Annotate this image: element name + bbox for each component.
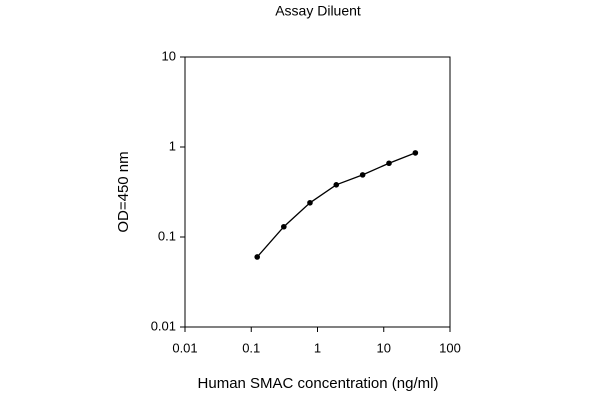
y-tick-label: 0.01	[151, 318, 176, 333]
data-point	[281, 223, 287, 230]
x-tick-label: 0.01	[172, 340, 197, 355]
data-line	[256, 152, 416, 258]
y-axis-label: OD=450 nm	[115, 151, 132, 232]
x-tick-label: 1	[314, 340, 321, 355]
x-axis-label: Human SMAC concentration (ng/ml)	[198, 375, 439, 392]
x-tick-label: 100	[439, 340, 461, 355]
y-tick-label: 10	[162, 48, 176, 63]
y-tick-label: 0.1	[158, 228, 176, 243]
data-point	[307, 199, 313, 206]
data-point	[412, 150, 419, 156]
y-tick-label: 1	[169, 138, 176, 153]
data-point	[333, 182, 340, 188]
x-tick-label: 10	[377, 340, 391, 355]
data-point	[386, 160, 392, 167]
data-point	[254, 254, 261, 260]
data-point	[359, 172, 366, 178]
x-tick-label: 0.1	[242, 340, 260, 355]
chart-title: Assay Diluent	[275, 3, 361, 19]
plot-frame	[184, 56, 451, 328]
